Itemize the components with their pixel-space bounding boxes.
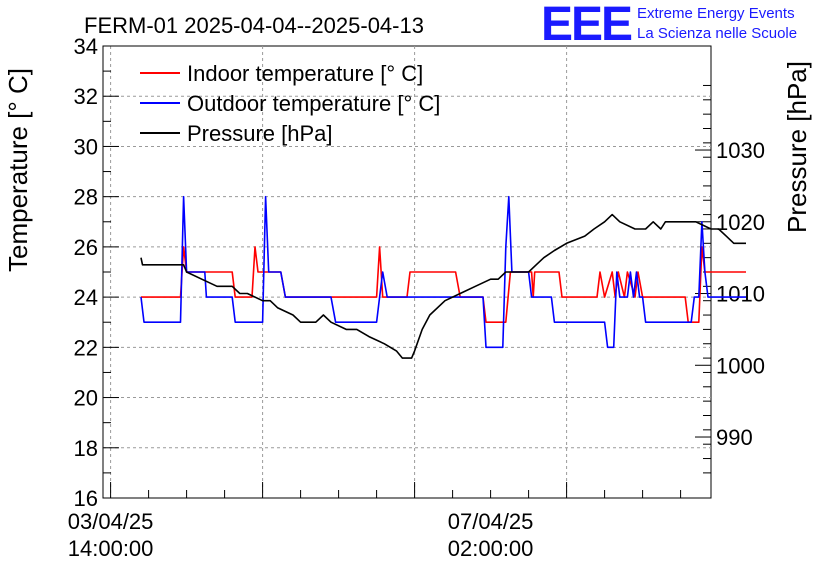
x-tick-label: 07/04/25 xyxy=(448,509,534,534)
y-axis-label: Temperature [° C] xyxy=(3,68,33,272)
y-tick-label: 24 xyxy=(74,285,98,310)
legend-label: Indoor temperature [° C] xyxy=(187,61,423,86)
eee-logo-line1: Extreme Energy Events xyxy=(637,5,795,22)
data-series xyxy=(140,195,746,359)
y2-tick-label: 1020 xyxy=(716,210,765,235)
y-tick-label: 32 xyxy=(74,84,98,109)
series-line xyxy=(140,195,746,349)
y2-tick-label: 1000 xyxy=(716,353,765,378)
y-tick-label: 16 xyxy=(74,486,98,511)
legend-label: Pressure [hPa] xyxy=(187,121,333,146)
y-tick-label: 28 xyxy=(74,185,98,210)
y-tick-label: 26 xyxy=(74,235,98,260)
y2-tick-label: 990 xyxy=(716,425,753,450)
y-tick-label: 34 xyxy=(74,34,98,59)
x-tick-label: 02:00:00 xyxy=(448,536,534,561)
y2-axis-label: Pressure [hPa] xyxy=(782,61,812,233)
eee-logo: EEE Extreme Energy Events La Scienza nel… xyxy=(541,0,797,51)
legend-label: Outdoor temperature [° C] xyxy=(187,91,440,116)
eee-logo-mark: EEE xyxy=(541,0,632,51)
y-tick-label: 22 xyxy=(74,335,98,360)
series-line xyxy=(141,246,746,324)
chart-title: FERM-01 2025-04-04--2025-04-13 xyxy=(84,13,424,38)
y2-tick-label: 1030 xyxy=(716,138,765,163)
y-tick-label: 18 xyxy=(74,436,98,461)
x-tick-label: 14:00:00 xyxy=(68,536,154,561)
y-tick-label: 20 xyxy=(74,386,98,411)
x-tick-label: 03/04/25 xyxy=(68,509,154,534)
legend: Indoor temperature [° C] Outdoor temperat… xyxy=(140,61,440,146)
eee-logo-line2: La Scienza nelle Scuole xyxy=(637,25,797,42)
series-line xyxy=(140,213,746,359)
y2-tick-label: 1010 xyxy=(716,282,765,307)
y-tick-label: 30 xyxy=(74,134,98,159)
axes: 16 18 20 22 24 26 28 30 32 34 990 1000 1010 1020 1030 0… xyxy=(68,34,765,561)
